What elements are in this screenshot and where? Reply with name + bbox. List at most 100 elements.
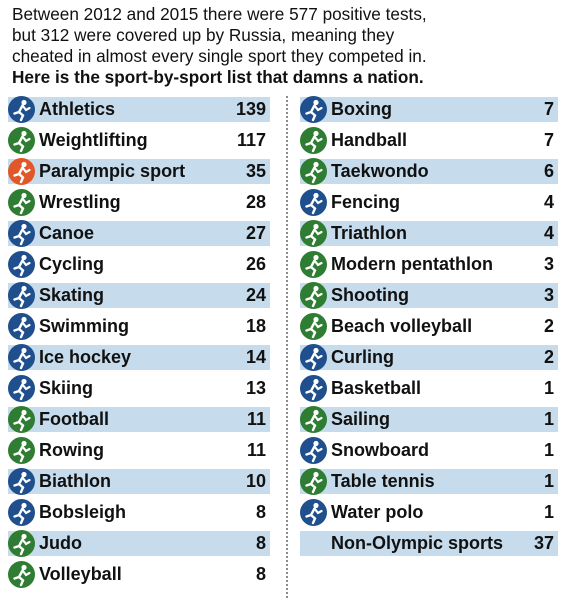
positive-test-count: 3 [543, 254, 554, 274]
list-item: Beach volleyball 2 [300, 311, 558, 342]
positive-test-count: 28 [245, 192, 266, 212]
sport-name: Paralympic sport [39, 161, 186, 181]
list-item: Paralympic sport 35 [8, 156, 270, 187]
row-shading [8, 283, 270, 308]
sport-name: Sailing [331, 409, 391, 429]
list-item: Wrestling 28 [8, 187, 270, 218]
list-item: Weightlifting 117 [8, 125, 270, 156]
positive-test-count: 11 [246, 409, 266, 429]
list-item: Triathlon 4 [300, 218, 558, 249]
skating-icon [8, 282, 35, 309]
row-shading [8, 221, 270, 246]
positive-test-count: 18 [245, 316, 266, 336]
sport-name: Judo [39, 533, 82, 553]
wrestling-icon [8, 189, 35, 216]
row-shading [300, 407, 558, 432]
row-shading [8, 531, 270, 556]
positive-test-count: 8 [255, 564, 266, 584]
intro-line-1: Between 2012 and 2015 there were 577 pos… [12, 4, 427, 24]
positive-test-count: 11 [246, 440, 266, 460]
handball-icon [300, 127, 327, 154]
positive-test-count: 117 [236, 130, 266, 150]
row-shading [300, 97, 558, 122]
judo-icon [8, 530, 35, 557]
sport-name: Handball [331, 130, 408, 150]
list-item: Bobsleigh 8 [8, 497, 270, 528]
positive-test-count: 26 [245, 254, 266, 274]
triathlon-icon [300, 220, 327, 247]
positive-test-count: 7 [543, 99, 554, 119]
positive-test-count: 3 [543, 285, 554, 305]
weightlifting-icon [8, 127, 35, 154]
swimming-icon [8, 313, 35, 340]
list-item: Volleyball 8 [8, 559, 270, 590]
list-item: Skiing 13 [8, 373, 270, 404]
football-icon [8, 406, 35, 433]
sport-name: Bobsleigh [39, 502, 127, 522]
list-item: Fencing 4 [300, 187, 558, 218]
sport-name: Snowboard [331, 440, 429, 460]
rowing-icon [8, 437, 35, 464]
positive-test-count: 6 [543, 161, 554, 181]
row-shading [300, 345, 558, 370]
row-shading [8, 407, 270, 432]
intro-headline: Here is the sport-by-sport list that dam… [12, 67, 424, 87]
positive-test-count: 139 [235, 99, 266, 119]
table-tennis-icon [300, 468, 327, 495]
sport-name: Fencing [331, 192, 401, 212]
sport-name: Ice hockey [39, 347, 132, 367]
list-item: Non-Olympic sports 37 [300, 528, 558, 559]
sport-name: Skating [39, 285, 105, 305]
volleyball-icon [8, 561, 35, 588]
positive-test-count: 1 [543, 378, 554, 398]
intro-line-2: but 312 were covered up by Russia, meani… [12, 25, 395, 45]
cycling-icon [8, 251, 35, 278]
sport-name: Beach volleyball [331, 316, 473, 336]
positive-test-count: 13 [245, 378, 266, 398]
shooting-icon [300, 282, 327, 309]
list-item: Basketball 1 [300, 373, 558, 404]
sport-name: Water polo [331, 502, 424, 522]
sport-name: Rowing [39, 440, 104, 460]
positive-test-count: 1 [543, 502, 554, 522]
row-shading [300, 283, 558, 308]
sport-name: Swimming [39, 316, 130, 336]
positive-test-count: 7 [543, 130, 554, 150]
list-item: Ice hockey 14 [8, 342, 270, 373]
positive-test-count: 35 [245, 161, 266, 181]
sport-name: Biathlon [39, 471, 111, 491]
list-item: Snowboard 1 [300, 435, 558, 466]
sport-name: Basketball [331, 378, 422, 398]
paralympic-icon [8, 158, 35, 185]
athletics-icon [8, 96, 35, 123]
sport-name: Shooting [331, 285, 409, 305]
snowboard-icon [300, 437, 327, 464]
list-item: Biathlon 10 [8, 466, 270, 497]
sport-name: Non-Olympic sports [331, 533, 504, 553]
list-item: Swimming 18 [8, 311, 270, 342]
positive-test-count: 4 [543, 223, 554, 243]
sport-name: Skiing [39, 378, 94, 398]
sport-name: Boxing [331, 99, 392, 119]
list-item: Modern pentathlon 3 [300, 249, 558, 280]
sport-name: Curling [331, 347, 394, 367]
positive-test-count: 8 [255, 502, 266, 522]
positive-test-count: 1 [543, 471, 554, 491]
row-shading [300, 159, 558, 184]
list-item: Water polo 1 [300, 497, 558, 528]
water-polo-icon [300, 499, 327, 526]
positive-test-count: 2 [543, 316, 554, 336]
positive-test-count: 4 [543, 192, 554, 212]
biathlon-icon [8, 468, 35, 495]
list-item: Football 11 [8, 404, 270, 435]
list-item: Rowing 11 [8, 435, 270, 466]
list-item: Skating 24 [8, 280, 270, 311]
sport-list-right: Boxing 7 Handball 7 Taekwondo 6 Fencing 4 Triath… [300, 94, 558, 559]
row-shading [300, 469, 558, 494]
intro-text: Between 2012 and 2015 there were 577 pos… [12, 4, 572, 88]
sport-name: Canoe [39, 223, 95, 243]
list-item: Table tennis 1 [300, 466, 558, 497]
intro-line-3: cheated in almost every single sport the… [12, 46, 427, 66]
sport-list-left: Athletics 139 Weightlifting 117 Paralympic s… [8, 94, 270, 590]
row-shading [300, 531, 558, 556]
